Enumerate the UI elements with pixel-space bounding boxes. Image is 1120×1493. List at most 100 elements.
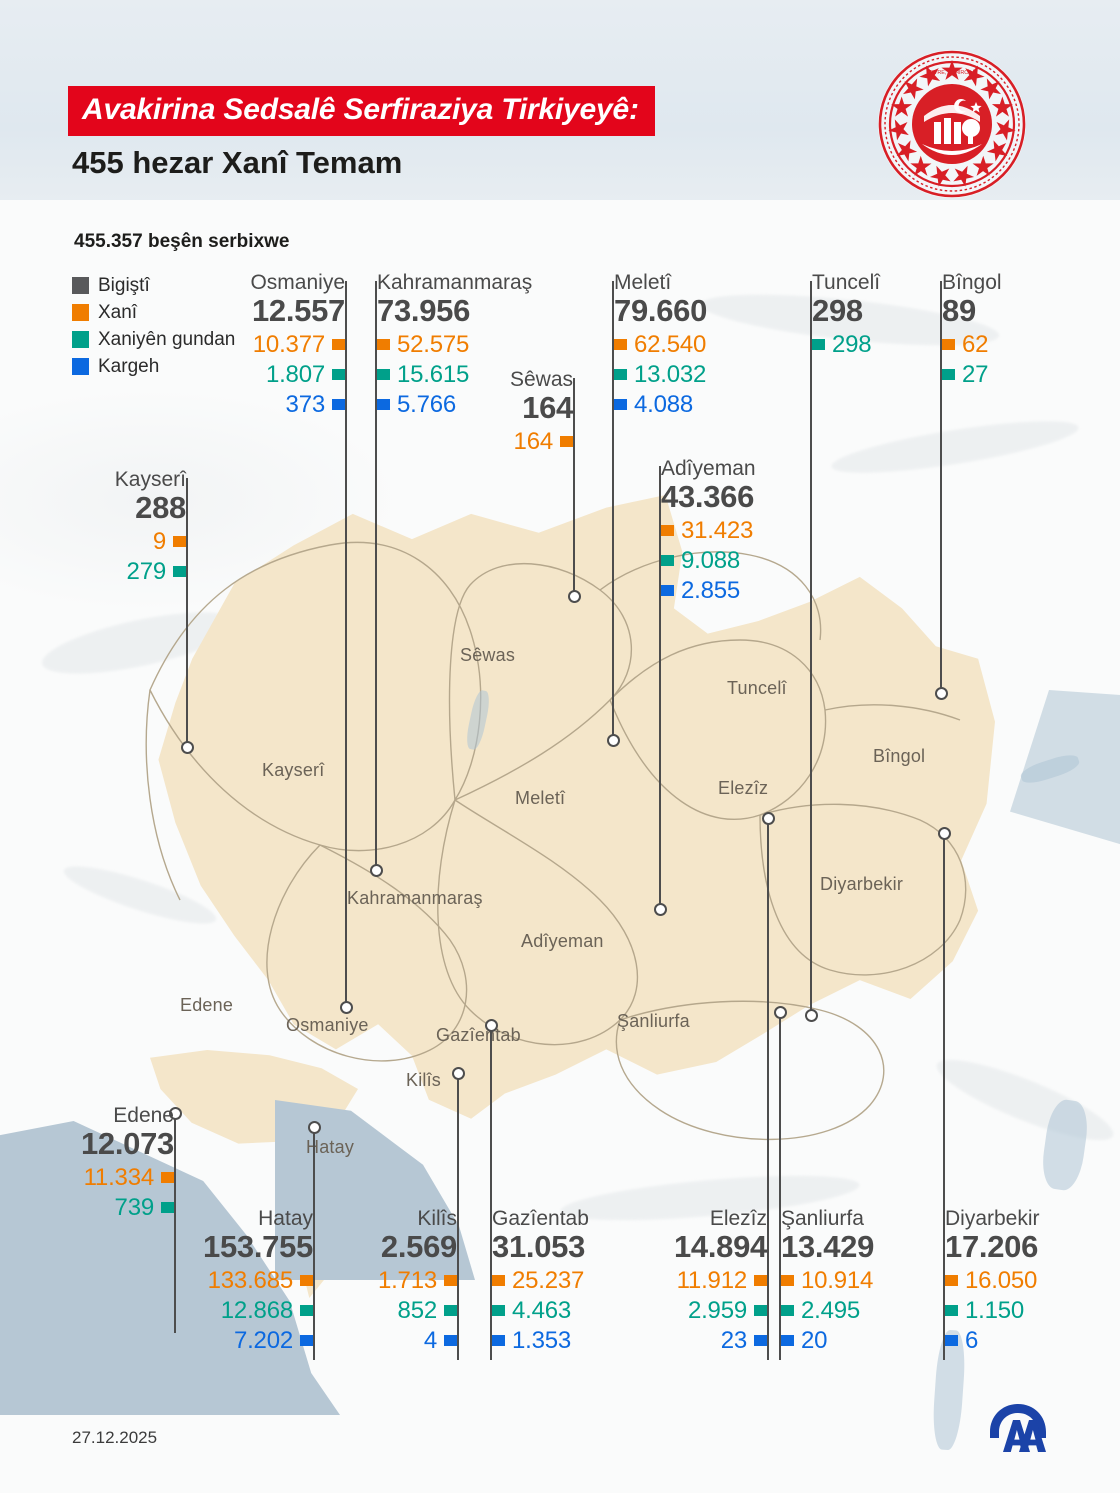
leader-endpoint-dot: [180, 740, 194, 754]
callout-row-xani: 164: [273, 427, 573, 457]
callout-row-marker-icon: [945, 1275, 958, 1287]
callout-row-value: 9.088: [681, 546, 741, 574]
callout-row-kargeh: 1.353: [492, 1326, 792, 1356]
map-label-b-ngol: Bîngol: [873, 746, 926, 766]
callout-row-value: 2.855: [681, 576, 741, 604]
leader-endpoint-dot: [451, 1066, 465, 1080]
callout-row-marker-icon: [661, 585, 674, 597]
callout-row-marker-icon: [945, 1305, 958, 1317]
callout-row-marker-icon: [377, 339, 390, 351]
callout-edene: Edene 12.073 11.334 739: [0, 1104, 174, 1223]
callout-row-kargeh: 23: [467, 1326, 767, 1356]
callout-row-gundan: 15.615: [377, 360, 677, 390]
map-label-diyarbekir: Diyarbekir: [820, 874, 904, 894]
callout-city-name: Gazîentab: [492, 1207, 589, 1230]
callout-total-value: 13.429: [781, 1229, 875, 1265]
callout-total-value: 43.366: [661, 479, 755, 515]
callout-row-xani: 52.575: [377, 330, 677, 360]
map-label-kil-s: Kilîs: [406, 1070, 442, 1090]
callout-row-xani: 62.540: [614, 330, 914, 360]
callout-row-xani: 133.685: [13, 1266, 313, 1296]
callout-breakdown: 298: [812, 330, 1112, 360]
callout-tunceli: Tuncelî 298 298: [812, 271, 1112, 360]
leader-endpoint-dot: [653, 902, 667, 916]
leader-endpoint-dot: [484, 1018, 498, 1032]
callout-row-xani: 62: [942, 330, 1120, 360]
legend-swatch-icon: [72, 277, 89, 294]
leader-line-kilis: [457, 1073, 459, 1360]
callout-adiyeman: Adîyeman 43.366 31.423 9.088 2.855: [661, 457, 961, 606]
callout-kayseri: Kayserî 288 9 279: [0, 468, 187, 587]
callout-total-value: 73.956: [377, 293, 471, 329]
callout-total-value: 89: [942, 293, 976, 329]
legend-item-bigi-t-: Bigiştî: [72, 272, 235, 299]
callout-row-value: 10.914: [801, 1266, 874, 1294]
legend-swatch-icon: [72, 304, 89, 321]
callout-city-name: Edene: [113, 1104, 174, 1127]
callout-row-kargeh: 5.766: [377, 390, 677, 420]
leader-line-bingol: [940, 281, 942, 693]
callout-bingol: Bîngol 89 62 27: [942, 271, 1120, 390]
callout-breakdown: 10.914 2.495 20: [781, 1266, 1081, 1356]
callout-city-name: Tuncelî: [812, 271, 881, 294]
callout-row-value: 10.377: [252, 330, 325, 358]
emblem-caption: ÇEVRE, ŞEHİRCİLİK: [926, 69, 978, 76]
callout-row-value: 133.685: [207, 1266, 294, 1294]
callout-row-gundan: 2.495: [781, 1296, 1081, 1326]
callout-row-value: 7.202: [233, 1326, 293, 1354]
callout-eleziz: Elezîz 14.894 11.912 2.959 23: [467, 1207, 767, 1356]
leader-line-hatay: [313, 1127, 315, 1360]
callout-row-marker-icon: [560, 436, 573, 448]
callout-row-value: 298: [832, 330, 872, 358]
callout-city-name: Kilîs: [417, 1207, 457, 1230]
callout-city-name: Diyarbekir: [945, 1207, 1040, 1230]
map-label-edene: Edene: [180, 995, 234, 1015]
callout-row-value: 23: [720, 1326, 747, 1354]
callout-row-marker-icon: [332, 369, 345, 381]
callout-row-xani: 31.423: [661, 516, 961, 546]
callout-row-kargeh: 6: [945, 1326, 1120, 1356]
legend: Bigiştî Xanî Xaniyên gundan Kargeh: [72, 272, 235, 380]
legend-swatch-icon: [72, 331, 89, 348]
callout-city-name: Kayserî: [114, 468, 186, 491]
callout-row-marker-icon: [300, 1305, 313, 1317]
callout-row-xani: 1.713: [157, 1266, 457, 1296]
callout-row-value: 1.353: [512, 1326, 572, 1354]
map-label-ad-yeman: Adîyeman: [521, 931, 604, 951]
callout-breakdown: 164: [273, 427, 573, 457]
callout-row-marker-icon: [300, 1335, 313, 1347]
leader-line-sewas: [573, 378, 575, 596]
leader-endpoint-dot: [934, 686, 948, 700]
callout-total-value: 79.660: [614, 293, 708, 329]
callout-row-marker-icon: [377, 399, 390, 411]
leader-line-sanliurfa: [779, 1012, 781, 1360]
callout-breakdown: 11.334 739: [0, 1163, 174, 1223]
callout-row-gundan: 852: [157, 1296, 457, 1326]
callout-row-value: 164: [513, 427, 554, 455]
callout-row-value: 52.575: [397, 330, 470, 358]
legend-item-xan-: Xanî: [72, 299, 235, 326]
leader-endpoint-dot: [307, 1120, 321, 1134]
callout-row-value: 25.237: [512, 1266, 585, 1294]
leader-line-diyarbekir: [943, 833, 945, 1360]
legend-label: Kargeh: [98, 355, 160, 377]
map-label-gaz-entab: Gazîentab: [436, 1025, 521, 1045]
aa-agency-logo: [985, 1402, 1051, 1456]
banner-title: Avakirina Sedsalê Serfiraziya Tirkiyeyê:: [82, 93, 639, 126]
map-label-elez-z: Elezîz: [718, 778, 769, 798]
callout-row-marker-icon: [781, 1275, 794, 1287]
callout-hatay: Hatay 153.755 133.685 12.868 7.202: [13, 1207, 313, 1356]
publication-date: 27.12.2025: [72, 1428, 158, 1447]
callout-row-marker-icon: [492, 1275, 505, 1287]
callout-total-value: 12.557: [251, 293, 345, 329]
callout-row-marker-icon: [614, 339, 627, 351]
callout-row-kargeh: 7.202: [13, 1326, 313, 1356]
callout-total-value: 14.894: [673, 1229, 767, 1265]
callout-row-gundan: 27: [942, 360, 1120, 390]
callout-row-marker-icon: [444, 1305, 457, 1317]
callout-row-kargeh: 4.088: [614, 390, 914, 420]
callout-row-marker-icon: [173, 566, 186, 578]
callout-row-kargeh: 20: [781, 1326, 1081, 1356]
callout-row-value: 27: [962, 360, 989, 388]
